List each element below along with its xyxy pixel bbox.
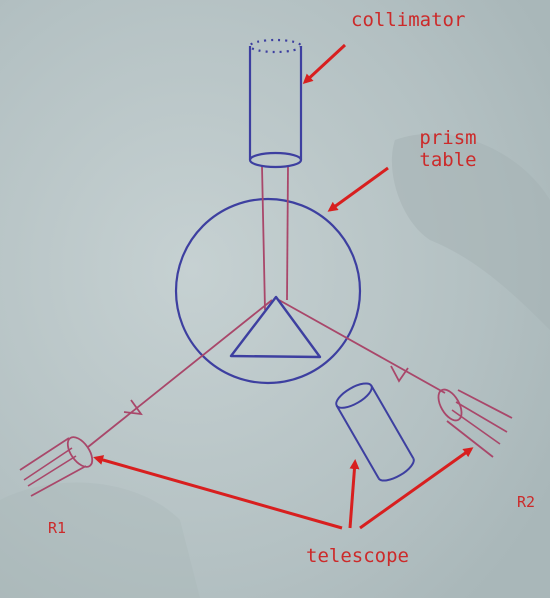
ray-left — [87, 299, 273, 448]
background-smudge — [0, 482, 200, 598]
red-arrow-icon — [359, 447, 474, 530]
collimator-tube — [248, 38, 303, 169]
prism-triangle — [229, 295, 322, 359]
prism-table-circle — [174, 197, 362, 385]
telescope-r2 — [437, 388, 513, 458]
telescope-r1 — [19, 436, 94, 497]
ray-arrowhead-icon — [390, 365, 409, 383]
background-smudge — [391, 133, 550, 330]
collimator-beam-line — [261, 165, 266, 311]
telescope-label: telescope — [306, 545, 409, 567]
ray-right — [278, 299, 446, 394]
red-arrow-icon — [327, 166, 389, 212]
telescope-middle — [335, 382, 415, 482]
r1-label: R1 — [48, 519, 67, 537]
red-arrow-icon — [93, 455, 343, 530]
red-arrow-icon — [348, 459, 360, 529]
prism-table-label: prism table — [419, 127, 477, 171]
r2-label: R2 — [517, 493, 536, 511]
collimator-label: collimator — [351, 9, 466, 31]
red-arrow-icon — [302, 43, 347, 85]
ray-arrowhead-icon — [123, 399, 143, 416]
collimator-beam-line — [286, 165, 289, 301]
